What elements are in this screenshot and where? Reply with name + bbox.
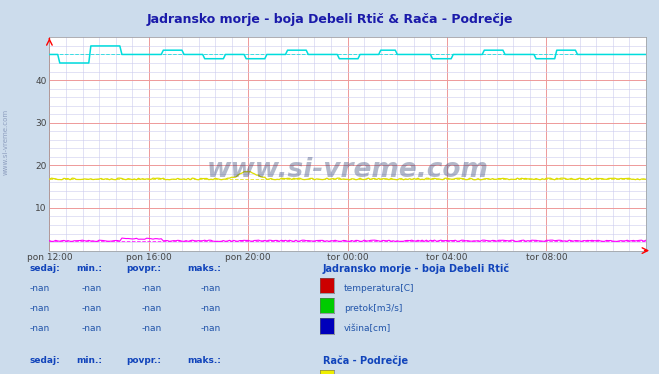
Text: -nan: -nan [141, 304, 161, 313]
Text: povpr.:: povpr.: [127, 264, 161, 273]
Text: maks.:: maks.: [187, 356, 221, 365]
Text: maks.:: maks.: [187, 264, 221, 273]
Text: povpr.:: povpr.: [127, 356, 161, 365]
Text: -nan: -nan [200, 304, 221, 313]
Text: -nan: -nan [200, 284, 221, 293]
Text: Jadransko morje - boja Debeli Rtič & Rača - Podrečje: Jadransko morje - boja Debeli Rtič & Rač… [146, 13, 513, 26]
Text: min.:: min.: [76, 356, 102, 365]
Text: -nan: -nan [82, 304, 102, 313]
Text: sedaj:: sedaj: [30, 264, 61, 273]
Text: temperatura[C]: temperatura[C] [344, 284, 415, 293]
Text: -nan: -nan [30, 304, 50, 313]
Text: -nan: -nan [82, 324, 102, 333]
Text: -nan: -nan [200, 324, 221, 333]
Text: sedaj:: sedaj: [30, 356, 61, 365]
Text: -nan: -nan [30, 324, 50, 333]
Text: -nan: -nan [141, 324, 161, 333]
Text: pretok[m3/s]: pretok[m3/s] [344, 304, 403, 313]
Text: www.si-vreme.com: www.si-vreme.com [207, 157, 488, 183]
Text: min.:: min.: [76, 264, 102, 273]
Text: -nan: -nan [141, 284, 161, 293]
Text: www.si-vreme.com: www.si-vreme.com [2, 109, 9, 175]
Text: -nan: -nan [82, 284, 102, 293]
Text: Rača - Podrečje: Rača - Podrečje [323, 356, 408, 366]
Text: Jadransko morje - boja Debeli Rtič: Jadransko morje - boja Debeli Rtič [323, 264, 510, 274]
Text: -nan: -nan [30, 284, 50, 293]
Text: višina[cm]: višina[cm] [344, 324, 391, 333]
